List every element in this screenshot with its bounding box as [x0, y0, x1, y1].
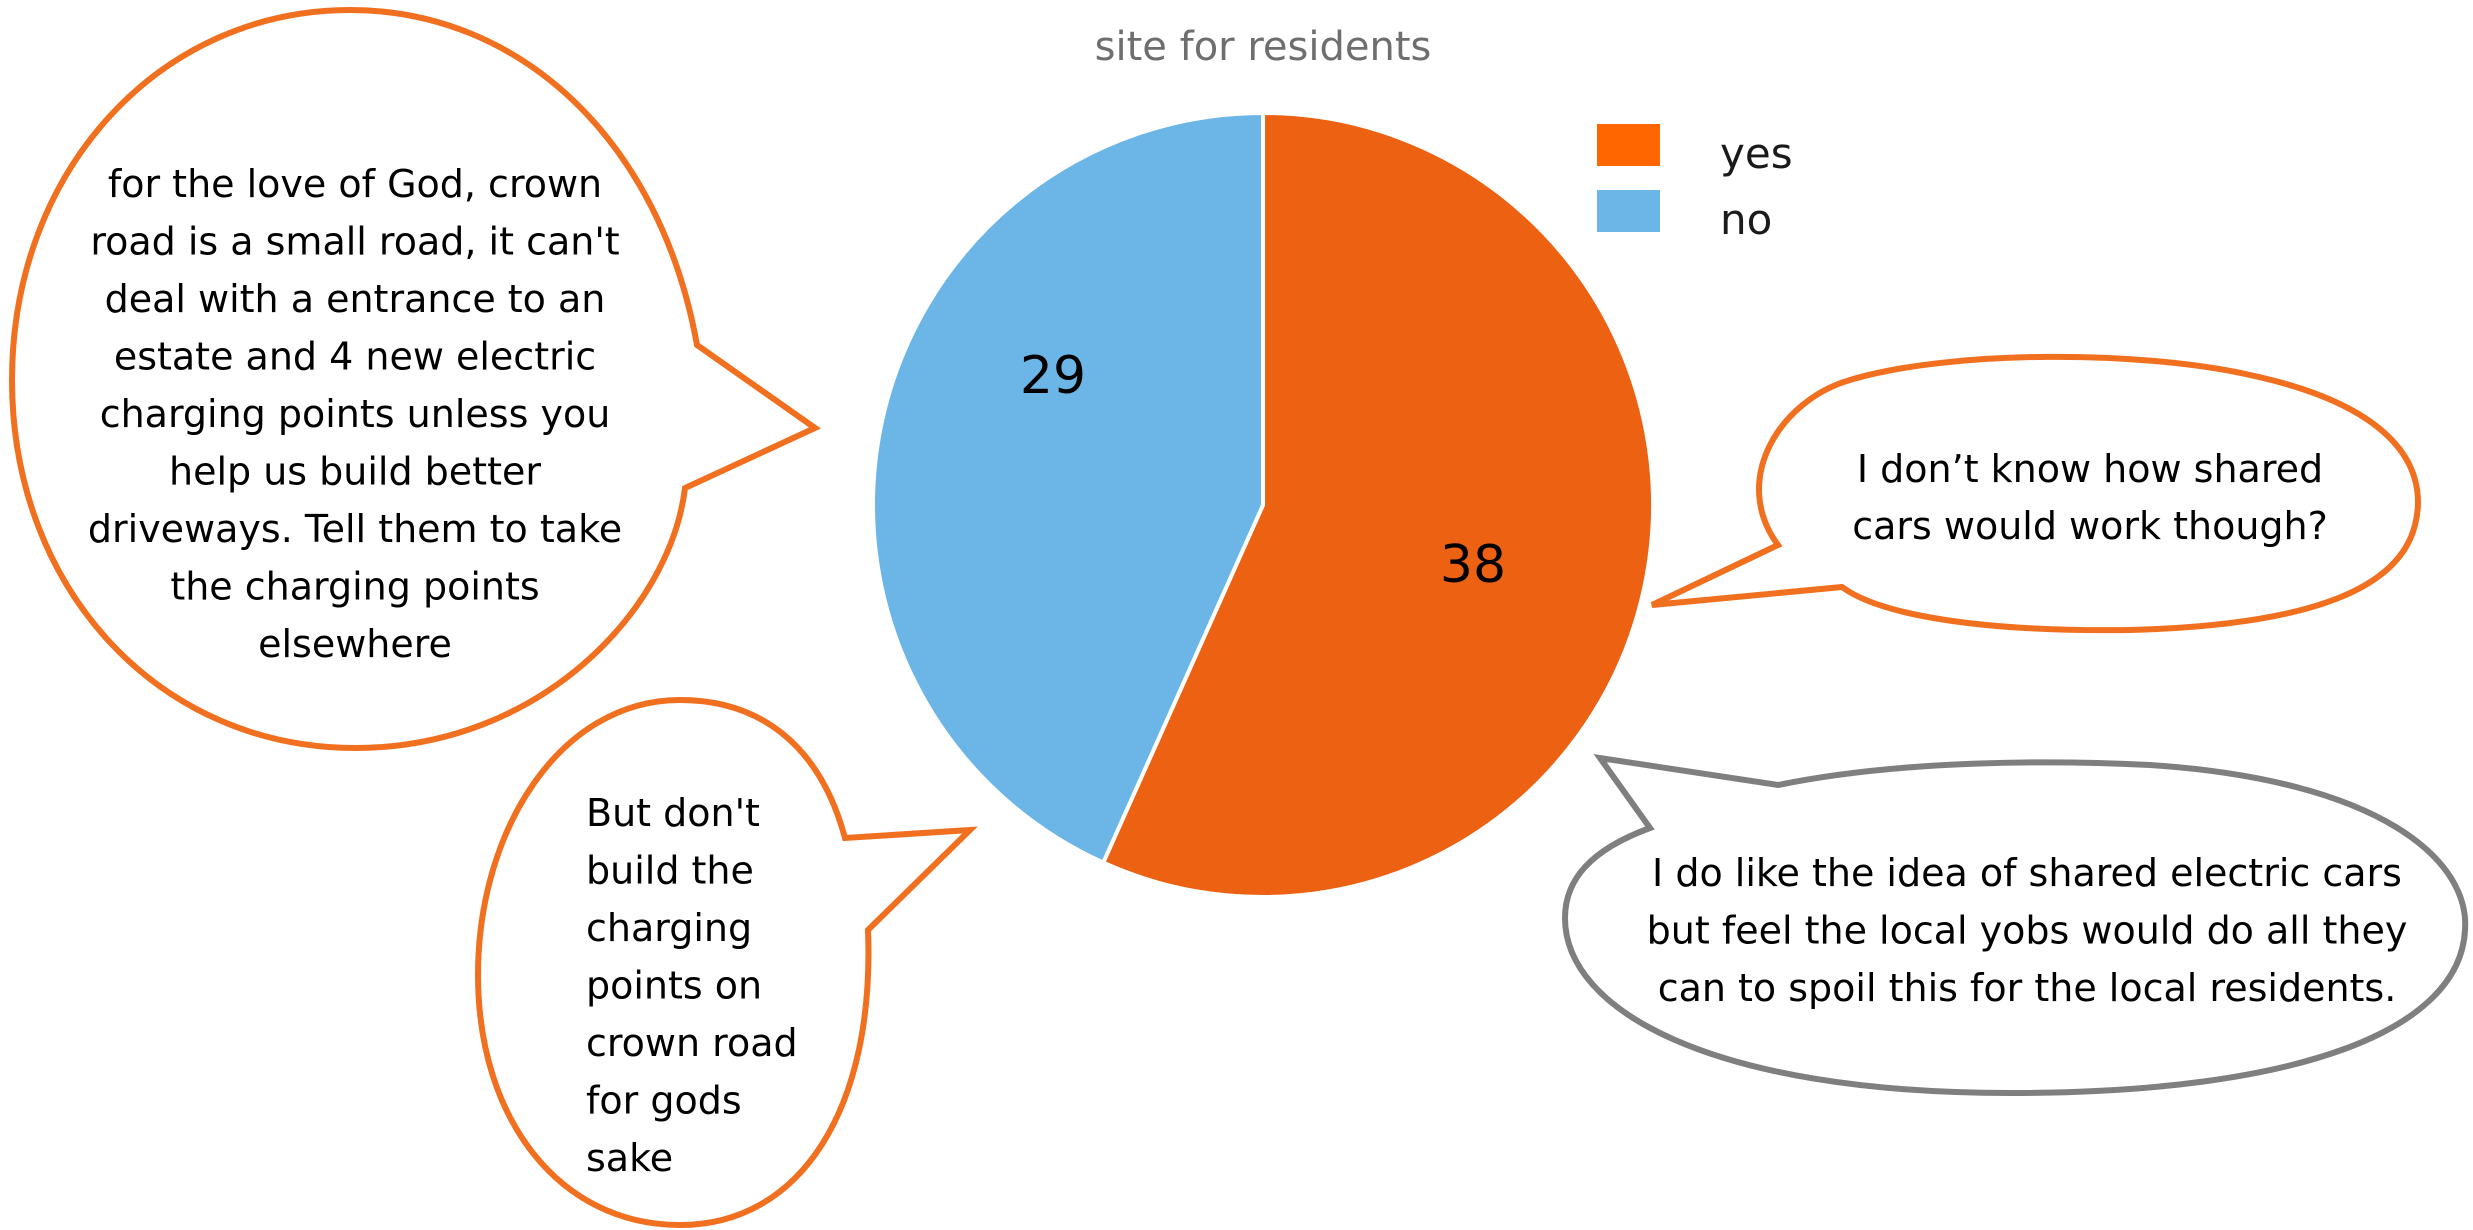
callout-line: charging	[586, 906, 752, 950]
callout-line: But don't	[586, 791, 760, 835]
pie-slice-no	[871, 110, 1265, 866]
callout-line: points on	[586, 964, 762, 1008]
callout-bubble-left-top	[8, 6, 821, 752]
pie-slice-yes	[1100, 110, 1655, 899]
callout-line: crown road	[586, 1021, 798, 1065]
legend-swatch-yes	[1597, 124, 1660, 166]
callout-text-left-top: for the love of God, crown road is a smal…	[88, 162, 622, 666]
callout-text-right-bottom: I do like the idea of shared electric ca…	[1647, 851, 2408, 1010]
callout-line: deal with a entrance to an	[105, 277, 606, 321]
legend: yes no	[1597, 124, 1793, 244]
callout-line: build the	[586, 849, 754, 893]
callout-line: for the love of God, crown	[108, 162, 602, 206]
data-label-no: 29	[1020, 346, 1086, 406]
callout-text-left-bottom: But don't build the charging points on crown…	[586, 791, 798, 1180]
legend-label-yes: yes	[1720, 129, 1793, 178]
chart-title: site for residents	[1095, 24, 1432, 70]
pie-chart	[871, 110, 1655, 899]
callout-line: for gods	[586, 1079, 742, 1123]
legend-label-no: no	[1720, 195, 1772, 244]
callout-bubble-right-top	[1650, 353, 2421, 634]
callout-line: cars would work though?	[1852, 504, 2328, 548]
callout-line: elsewhere	[258, 622, 452, 666]
callout-line: help us build better	[169, 450, 541, 494]
callout-line: the charging points	[170, 565, 539, 609]
callout-line: I do like the idea of shared electric ca…	[1652, 851, 2402, 895]
callout-line: sake	[586, 1136, 673, 1180]
callout-line: driveways. Tell them to take	[88, 507, 622, 551]
legend-swatch-no	[1597, 190, 1660, 232]
callout-bubble-right-bottom	[1561, 753, 2469, 1097]
callout-line: I don’t know how shared	[1857, 447, 2323, 491]
callout-line: road is a small road, it can't	[90, 220, 619, 264]
callout-text-right-top: I don’t know how shared cars would work t…	[1852, 447, 2328, 548]
callout-bubble-left-bottom	[474, 696, 978, 1229]
callout-line: but feel the local yobs would do all the…	[1647, 909, 2408, 953]
callout-line: estate and 4 new electric	[114, 335, 596, 379]
callout-line: charging points unless you	[100, 392, 611, 436]
callout-line: can to spoil this for the local resident…	[1658, 966, 2397, 1010]
data-label-yes: 38	[1440, 535, 1506, 595]
